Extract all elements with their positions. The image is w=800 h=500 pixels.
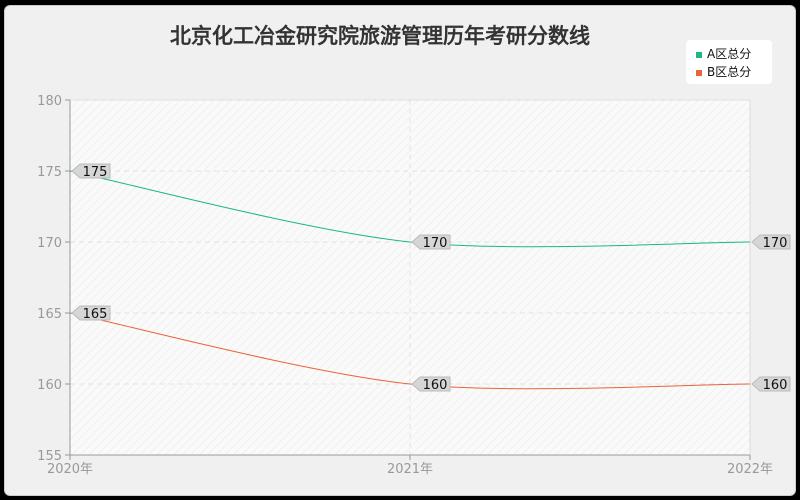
data-label-box bbox=[411, 376, 451, 392]
y-tick-label: 170 bbox=[37, 236, 62, 251]
legend-item-b[interactable]: B区总分 bbox=[696, 64, 751, 80]
legend-swatch-a bbox=[696, 51, 702, 58]
plot-area bbox=[69, 99, 751, 456]
y-tick-label: 180 bbox=[37, 94, 62, 109]
data-label: 160 bbox=[763, 378, 788, 393]
y-tick-label: 165 bbox=[37, 307, 62, 322]
data-label: 160 bbox=[423, 378, 448, 393]
y-tick-label: 175 bbox=[37, 165, 62, 180]
chart-title: 北京化工冶金研究院旅游管理历年考研分数线 bbox=[170, 24, 590, 48]
legend-swatch-b bbox=[696, 69, 702, 76]
data-label: 165 bbox=[83, 307, 108, 322]
legend-label-b: B区总分 bbox=[707, 65, 752, 79]
y-tick-label: 160 bbox=[37, 378, 62, 393]
x-tick-label: 2020年 bbox=[47, 462, 93, 477]
data-label: 170 bbox=[423, 236, 448, 251]
data-label-box bbox=[751, 376, 791, 392]
data-label-box bbox=[411, 234, 451, 250]
legend-label-a: A区总分 bbox=[707, 47, 752, 61]
data-label-box bbox=[71, 305, 111, 321]
data-label-box bbox=[751, 234, 791, 250]
data-label-box bbox=[71, 163, 111, 179]
legend-item-a[interactable]: A区总分 bbox=[696, 46, 751, 62]
data-label: 175 bbox=[83, 165, 108, 180]
series-line-a bbox=[69, 170, 751, 248]
x-tick-label: 2021年 bbox=[387, 462, 433, 477]
data-label: 170 bbox=[763, 236, 788, 251]
legend: A区总分 B区总分 bbox=[686, 40, 772, 84]
series-line-b bbox=[69, 312, 751, 390]
y-tick-label: 155 bbox=[37, 449, 62, 464]
x-tick-label: 2022年 bbox=[727, 462, 773, 477]
